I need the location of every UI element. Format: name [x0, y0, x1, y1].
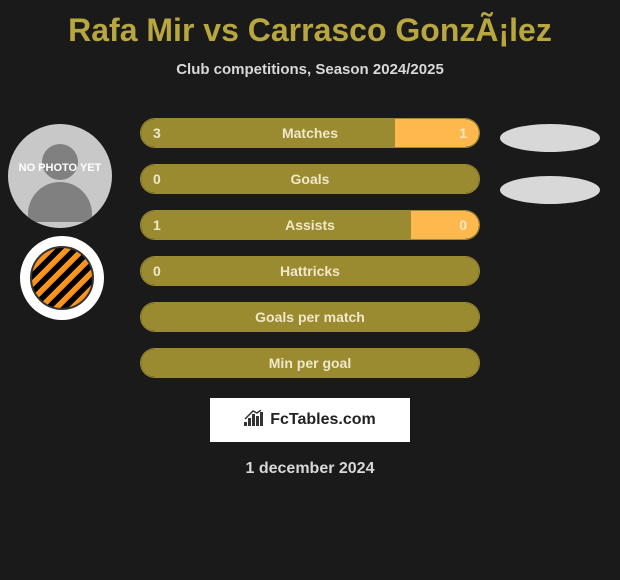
club-badge-inner: [30, 246, 94, 310]
fctables-icon: [244, 410, 264, 431]
bar-left-value: 3: [153, 125, 161, 141]
stat-bar-min-per-goal: Min per goal: [140, 348, 480, 378]
stat-bar-goals-per-match: Goals per match: [140, 302, 480, 332]
player1-club-badge: [20, 236, 104, 320]
player2-name: Carrasco GonzÃ¡lez: [248, 12, 552, 48]
no-photo-text: NO PHOTO YET: [8, 162, 112, 175]
bar-label: Matches: [282, 125, 338, 141]
player-left-column: NO PHOTO YET: [8, 124, 112, 320]
fctables-text: FcTables.com: [270, 411, 376, 429]
bar-left-fill: [141, 211, 411, 239]
fctables-badge: FcTables.com: [210, 398, 410, 442]
bar-left-value: 0: [153, 171, 161, 187]
avatar-body-shape: [28, 182, 92, 222]
bar-right-fill: [411, 211, 479, 239]
vs-text: vs: [203, 12, 239, 48]
footer-date: 1 december 2024: [0, 460, 620, 478]
stat-bar-goals: 0 Goals: [140, 164, 480, 194]
bar-right-value: 0: [459, 217, 467, 233]
bar-right-value: 1: [459, 125, 467, 141]
player-right-column: [500, 124, 600, 228]
stat-bar-hattricks: 0 Hattricks: [140, 256, 480, 286]
bar-left-value: 0: [153, 263, 161, 279]
bar-label: Hattricks: [280, 263, 340, 279]
stat-bar-matches: 3 1 Matches: [140, 118, 480, 148]
page-title: Rafa Mir vs Carrasco GonzÃ¡lez: [0, 0, 620, 49]
player1-avatar: NO PHOTO YET: [8, 124, 112, 228]
player2-club-oval: [500, 176, 600, 204]
bar-label: Min per goal: [269, 355, 351, 371]
bar-label: Goals per match: [255, 309, 365, 325]
player1-name: Rafa Mir: [68, 12, 194, 48]
bar-left-fill: [141, 119, 395, 147]
bar-label: Goals: [291, 171, 330, 187]
bar-label: Assists: [285, 217, 335, 233]
stat-bar-assists: 1 0 Assists: [140, 210, 480, 240]
subtitle: Club competitions, Season 2024/2025: [0, 61, 620, 78]
bar-left-value: 1: [153, 217, 161, 233]
player2-avatar-oval: [500, 124, 600, 152]
